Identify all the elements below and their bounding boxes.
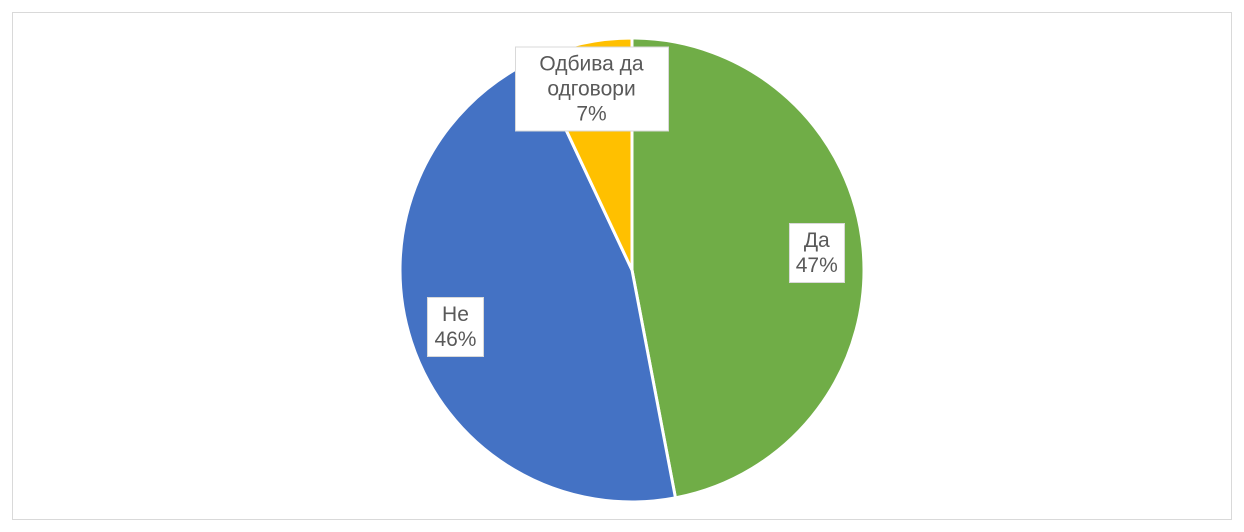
pie-slice [630,36,866,500]
label-value: 46% [434,328,477,352]
pie-slice [398,58,677,504]
label-category: Не [442,303,469,327]
data-label: Да 47% [789,223,844,282]
data-label: Одбива да одговори 7% [515,47,668,131]
data-label: Не 46% [428,298,483,357]
label-category: Да [803,228,830,252]
label-value: 47% [795,253,838,277]
label-category: Одбива да одговори [539,52,644,101]
label-value: 7% [576,102,607,126]
